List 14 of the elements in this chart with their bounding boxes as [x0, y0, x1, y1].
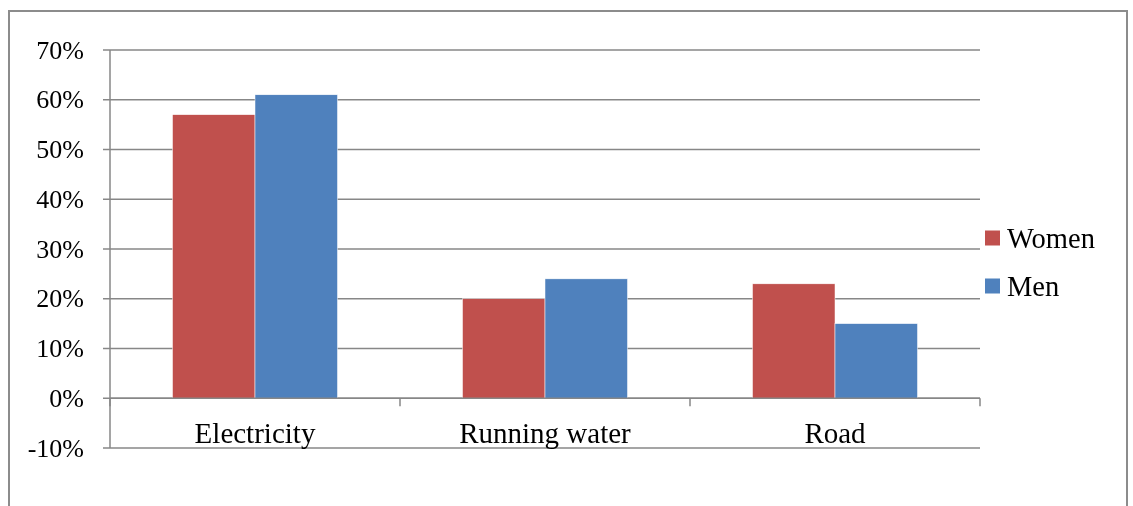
y-tick-label: 30% [36, 234, 84, 264]
y-tick-label: -10% [27, 433, 84, 463]
y-tick-label: 70% [36, 35, 84, 65]
y-tick-label: 60% [36, 85, 84, 115]
legend-label: Women [1007, 222, 1095, 254]
y-tick-label: 40% [36, 184, 84, 214]
legend-label: Men [1007, 270, 1060, 302]
y-tick-label: 50% [36, 135, 84, 164]
x-tick-label: Electricity [194, 417, 316, 449]
y-tick-label: 20% [36, 284, 84, 314]
y-tick-label: 0% [49, 383, 84, 413]
x-tick-label: Running water [459, 417, 632, 449]
x-tick-label: Road [804, 417, 867, 449]
y-tick-label: 10% [36, 334, 84, 363]
